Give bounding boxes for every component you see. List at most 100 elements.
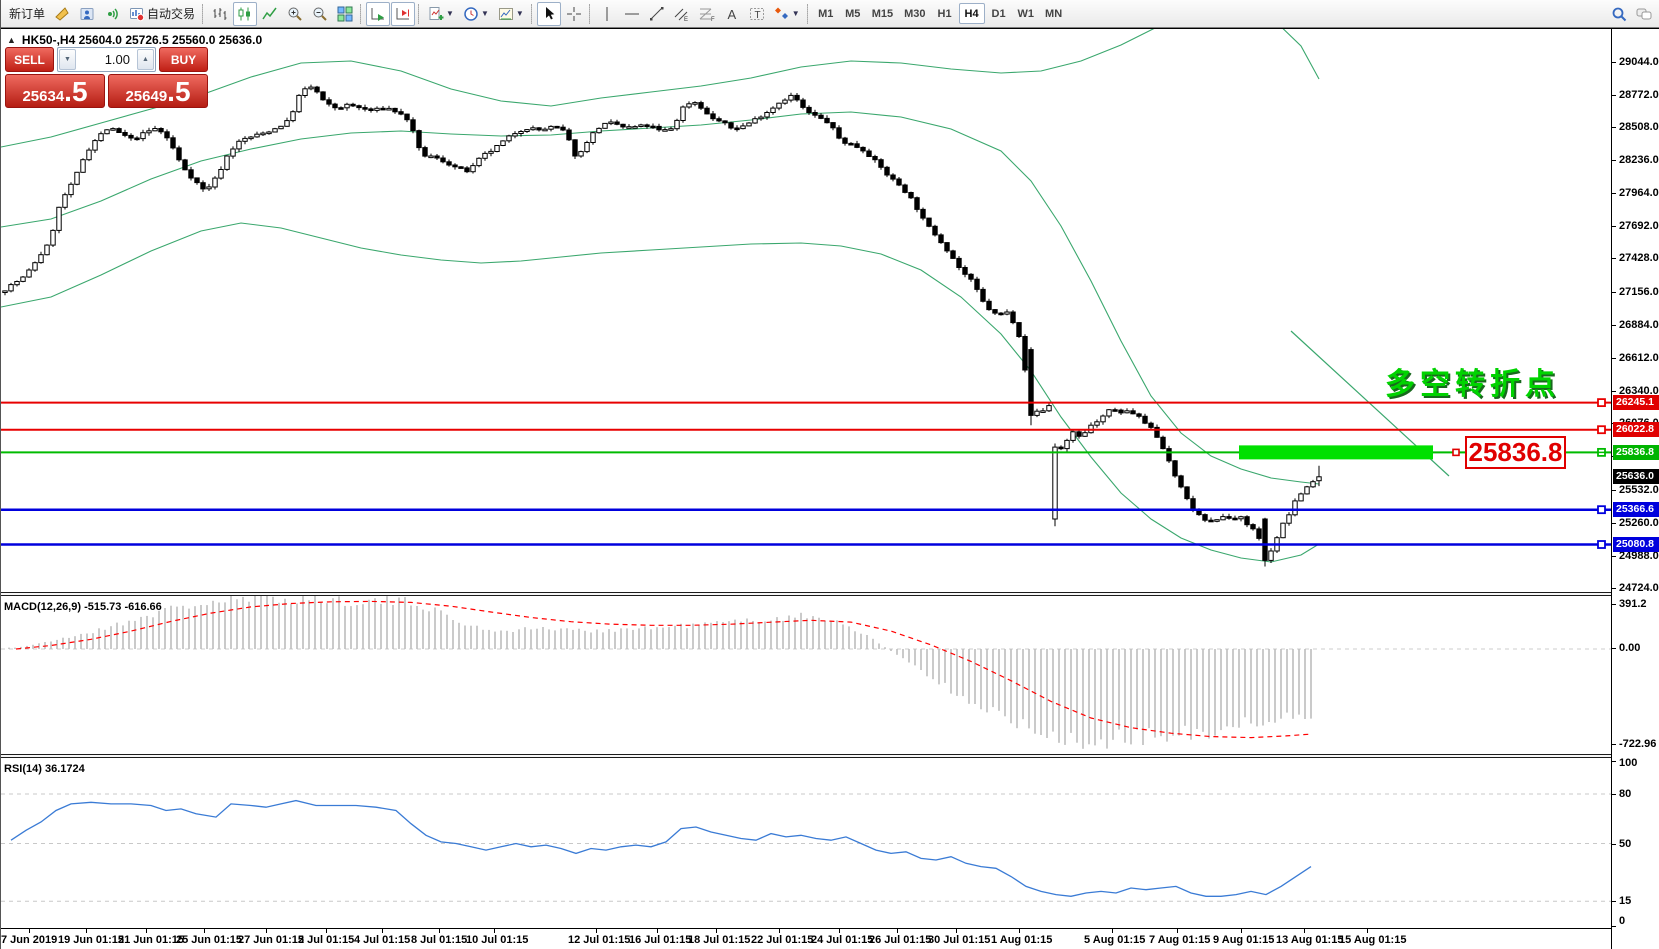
buy-price-main: 25649 [125, 88, 168, 105]
equidistant-channel-button[interactable]: E [670, 2, 694, 26]
time-tick-label: 7 Aug 01:15 [1149, 934, 1211, 946]
price-highlight-bar[interactable] [1239, 445, 1433, 460]
line-chart-button[interactable] [258, 2, 282, 26]
price-tick-label: 28236.0 [1619, 154, 1659, 166]
svg-text:E: E [684, 17, 688, 22]
rsi-scale-label: 80 [1619, 788, 1632, 800]
vertical-line-icon [599, 6, 615, 22]
tile-windows-button[interactable] [333, 2, 357, 26]
arrows-button[interactable]: ▼ [770, 2, 804, 26]
new-order-button[interactable]: 新订单 [5, 2, 49, 26]
indicators-button[interactable]: ▼ [424, 2, 458, 26]
crosshair-button[interactable] [562, 2, 586, 26]
timeframe-m15[interactable]: M15 [871, 7, 894, 20]
rsi-scale-label: 50 [1619, 838, 1632, 850]
time-tick-label: 18 Jul 01:15 [688, 934, 751, 946]
rsi-scale-tick [1612, 794, 1616, 795]
sell-price[interactable]: 25634 .5 [5, 74, 105, 108]
periods-icon [463, 6, 479, 22]
search-icon [1611, 6, 1627, 22]
time-tick-mark [326, 929, 327, 933]
price-axis[interactable]: 29044.0 28772.0 28508.0 28236.0 27964.0 27692… [1611, 29, 1659, 949]
auto-scroll-button[interactable] [366, 1, 391, 26]
price-tick-label: 28508.0 [1619, 121, 1659, 133]
pane-divider-rsi[interactable] [1, 754, 1611, 758]
equidistant-channel-icon: E [674, 6, 690, 22]
timeframe-mn[interactable]: MN [1045, 7, 1063, 20]
horizontal-line-button[interactable] [620, 2, 644, 26]
macd-scale-tick [1612, 744, 1616, 745]
time-tick-label: 4 Jul 01:15 [354, 934, 411, 946]
buy-price[interactable]: 25649 .5 [108, 74, 208, 108]
timeframe-d1[interactable]: D1 [991, 7, 1006, 20]
time-tick-label: 8 Jul 01:15 [411, 934, 468, 946]
time-tick-mark [266, 929, 267, 933]
horizontal-levels[interactable] [1, 398, 1611, 549]
time-tick-label: 10 Jul 01:15 [466, 934, 529, 946]
price-badge-25366.6: 25366.6 [1613, 502, 1659, 517]
buy-button[interactable]: BUY [159, 47, 208, 72]
bollinger-bands [1, 29, 1320, 563]
bar-chart-button[interactable] [208, 2, 232, 26]
pane-divider-macd[interactable] [1, 592, 1611, 596]
timeframe-m5[interactable]: M5 [845, 7, 861, 20]
price-tick-mark [1612, 556, 1616, 557]
timeframe-m30[interactable]: M30 [904, 7, 926, 20]
community-chat-button[interactable] [1632, 2, 1656, 26]
chart-shift-button[interactable] [391, 1, 416, 26]
indicators-button-dropdown-icon[interactable]: ▼ [446, 8, 454, 18]
search-button[interactable] [1607, 2, 1631, 26]
chart-canvas[interactable] [1, 29, 1611, 949]
time-tick-mark [1241, 929, 1242, 933]
cursor-button[interactable] [536, 1, 561, 26]
templates-button[interactable]: ▼ [494, 2, 528, 26]
zoom-out-button[interactable] [308, 2, 332, 26]
periods-button[interactable]: ▼ [459, 2, 493, 26]
time-tick-label: 12 Jul 01:15 [568, 934, 631, 946]
macd-scale-label: 0.00 [1619, 642, 1641, 654]
text-button[interactable]: A [720, 2, 744, 26]
templates-button-dropdown-icon[interactable]: ▼ [515, 8, 524, 18]
symbols-button[interactable] [50, 2, 74, 26]
chart-annotation[interactable]: 多空转折点 [1385, 368, 1560, 401]
candlestick-chart-button[interactable] [233, 1, 258, 26]
periods-button-dropdown-icon[interactable]: ▼ [480, 8, 489, 18]
zoom-in-button[interactable] [283, 2, 307, 26]
arrows-button-dropdown-icon[interactable]: ▼ [791, 8, 800, 18]
volume-input[interactable]: 1.00 [104, 52, 130, 67]
time-tick-label: 19 Jun 01:15 [58, 934, 125, 946]
timeframe-w1[interactable]: W1 [1017, 7, 1035, 20]
price-tick-label: 29044.0 [1619, 56, 1659, 68]
chart-window[interactable]: ▲ HK50-,H4 25604.0 25726.5 25560.0 25636… [1, 28, 1659, 949]
macd-pane [1, 593, 1611, 749]
vertical-line-button[interactable] [595, 2, 619, 26]
market-watch-button[interactable] [75, 2, 99, 26]
time-tick-label: 9 Aug 01:15 [1213, 934, 1275, 946]
sell-button[interactable]: SELL [5, 47, 54, 72]
volume-increase-button[interactable]: ▲ [137, 49, 154, 70]
text-label-button[interactable]: T [745, 2, 769, 26]
volume-decrease-button[interactable]: ▼ [59, 49, 76, 70]
fibonacci-button[interactable]: F [695, 2, 719, 26]
alerts-button[interactable] [100, 2, 124, 26]
time-tick-mark [839, 929, 840, 933]
timeframe-h1[interactable]: H1 [937, 7, 952, 20]
collapse-panel-icon[interactable]: ▲ [7, 35, 16, 45]
price-tick-label: 27964.0 [1619, 187, 1659, 199]
timeframe-h4[interactable]: H4 [958, 3, 985, 24]
volume-stepper: ▼ 1.00 ▲ [57, 47, 156, 72]
chart-shift-icon [395, 6, 411, 22]
tile-windows-icon [337, 6, 353, 22]
price-tick-label: 27156.0 [1619, 286, 1659, 298]
trendline-button[interactable] [645, 2, 669, 26]
time-tick-mark [29, 929, 30, 933]
price-level-label[interactable]: 25836.8 [1465, 436, 1566, 469]
time-axis[interactable]: 7 Jun 2019 19 Jun 01:15 21 Jun 01:15 25 Jun… [1, 928, 1611, 949]
time-tick-mark [1177, 929, 1178, 933]
rsi-scale-tick [1612, 901, 1616, 902]
autotrading-button[interactable]: 自动交易 [125, 2, 199, 26]
time-tick-mark [956, 929, 957, 933]
sell-price-main: 25634 [22, 88, 65, 105]
timeframe-m1[interactable]: M1 [818, 7, 834, 20]
